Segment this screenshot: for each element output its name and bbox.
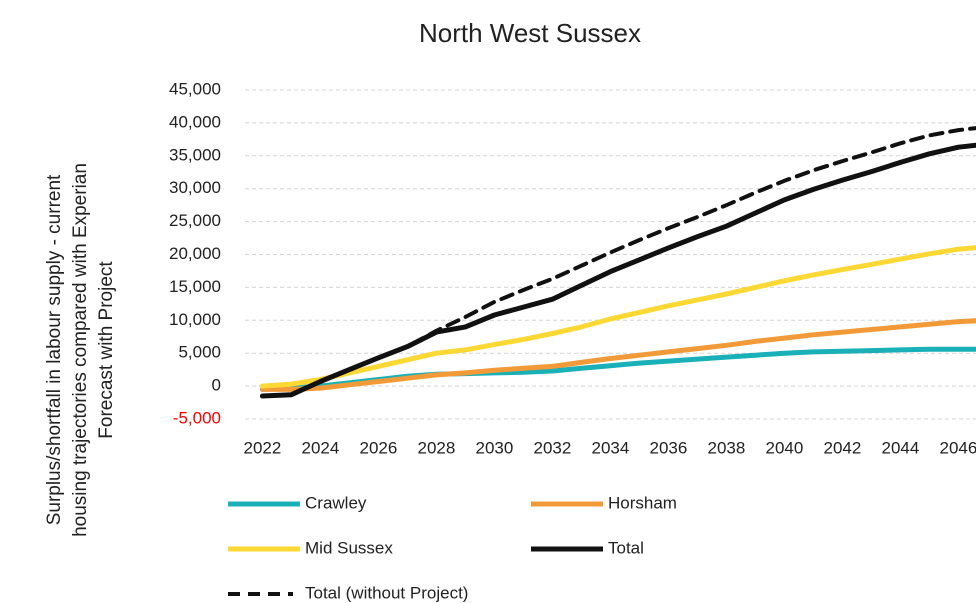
series-line (259, 318, 976, 392)
y-axis-label: Surplus/shortfall in labour supply - cur… (44, 174, 65, 525)
legend-label: Total (without Project) (305, 583, 468, 602)
y-tick-label: 10,000 (169, 310, 221, 329)
x-tick-label: 2032 (533, 438, 571, 457)
x-tick-label: 2040 (765, 438, 803, 457)
x-tick-label: 2030 (475, 438, 513, 457)
x-tick-label: 2036 (649, 438, 687, 457)
y-tick-label: 25,000 (169, 211, 221, 230)
x-tick-label: 2046 (939, 438, 976, 457)
legend-label: Horsham (608, 493, 677, 512)
y-axis-label: Forecast with Project (96, 261, 117, 439)
series-line (259, 245, 976, 389)
y-tick-label: 5,000 (178, 343, 221, 362)
x-tick-label: 2026 (359, 438, 397, 457)
y-axis-label: housing trajectories compared with Exper… (70, 163, 91, 537)
legend-label: Crawley (305, 493, 367, 512)
x-tick-label: 2042 (823, 438, 861, 457)
y-tick-label: 0 (212, 376, 221, 395)
y-tick-label: 20,000 (169, 244, 221, 263)
x-tick-label: 2034 (591, 438, 629, 457)
x-tick-label: 2022 (243, 438, 281, 457)
y-tick-label: 15,000 (169, 277, 221, 296)
y-tick-label: 45,000 (169, 79, 221, 98)
y-tick-label: 35,000 (169, 145, 221, 164)
y-tick-label: 40,000 (169, 112, 221, 131)
x-tick-label: 2044 (881, 438, 919, 457)
x-tick-label: 2028 (417, 438, 455, 457)
legend-label: Total (608, 538, 644, 557)
x-tick-label: 2024 (301, 438, 339, 457)
y-tick-label: 30,000 (169, 178, 221, 197)
legend-label: Mid Sussex (305, 538, 393, 557)
x-tick-label: 2038 (707, 438, 745, 457)
series-line (260, 126, 976, 398)
y-tick-label: -5,000 (173, 408, 221, 427)
chart-title: North West Sussex (419, 18, 641, 48)
